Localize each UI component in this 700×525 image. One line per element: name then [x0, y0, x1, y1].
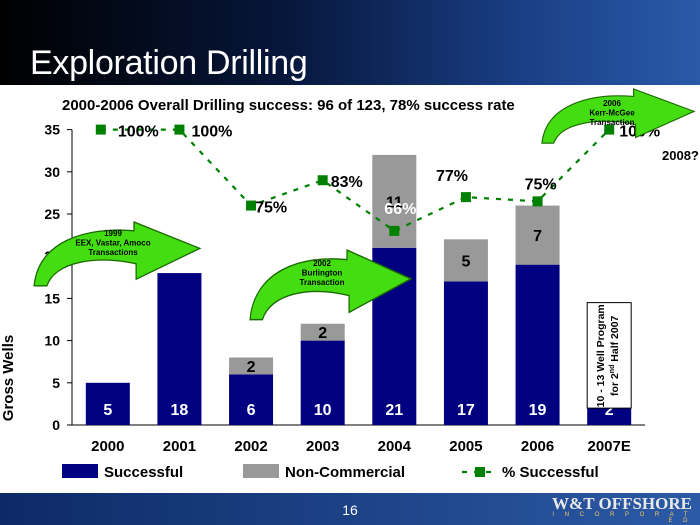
legend-marker-pct — [475, 467, 485, 477]
bar-label-successful: 2 — [605, 402, 614, 419]
y-tick-label: 25 — [44, 206, 60, 222]
x-tick-label: 2000 — [91, 438, 124, 455]
title-bar: Exploration Drilling — [0, 0, 700, 85]
pct-marker — [317, 175, 328, 186]
bar-label-successful: 6 — [247, 402, 256, 419]
y-tick-label: 35 — [44, 122, 60, 138]
bar-label-non-commercial: 7 — [533, 228, 542, 245]
y-tick-label: 15 — [44, 290, 60, 306]
bar-label-successful: 21 — [385, 402, 403, 419]
slide-title: Exploration Drilling — [30, 44, 308, 82]
annotation-1999: EEX, Vastar, Amoco — [75, 239, 150, 248]
pct-label: 83% — [331, 174, 363, 191]
x-tick-label: 2002 — [234, 438, 267, 455]
y-tick-label: 5 — [52, 375, 60, 391]
bar-label-non-commercial: 5 — [461, 253, 470, 270]
bar-non-commercial — [300, 323, 345, 341]
pct-marker — [246, 200, 257, 211]
bar-successful — [443, 281, 488, 425]
legend-swatch-non-commercial — [243, 464, 279, 478]
program-box — [586, 302, 632, 409]
bar-non-commercial — [229, 357, 274, 375]
y-tick-label: 10 — [44, 333, 60, 349]
program-note-line2: for 2nd Half 2007 — [609, 315, 621, 396]
pct-marker — [389, 225, 400, 236]
pct-marker — [532, 196, 543, 207]
bar-successful — [515, 264, 560, 425]
annotation-2006: Kerr-McGee — [589, 109, 635, 118]
x-tick-label: 2001 — [163, 438, 196, 455]
annotation-2006: 2006 — [603, 99, 621, 108]
pct-label: 66% — [384, 201, 416, 218]
bar-non-commercial — [443, 239, 488, 282]
extra-label-2008: 2008? — [662, 148, 699, 163]
bar-successful — [587, 408, 632, 425]
annotation-2002: Transaction — [300, 278, 345, 287]
bar-successful — [229, 374, 274, 425]
pct-label: 75% — [255, 200, 287, 217]
x-tick-label: 2004 — [378, 438, 412, 455]
annotation-2002: 2002 — [313, 259, 331, 268]
slide-subtitle: 2000-2006 Overall Drilling success: 96 o… — [62, 97, 515, 114]
page-number: 16 — [342, 502, 358, 518]
company-logo: W&T OFFSHORE I N C O R P O R A T E D — [542, 493, 692, 524]
y-axis-title: Gross Wells — [0, 335, 17, 421]
bar-label-successful: 10 — [314, 402, 332, 419]
x-tick-label: 2007E — [588, 438, 631, 455]
bar-successful — [85, 382, 130, 425]
bar-label-non-commercial: 2 — [247, 359, 256, 376]
arrow-1999 — [33, 221, 202, 287]
legend-swatch-successful — [62, 464, 98, 478]
arrow-2002 — [249, 248, 413, 321]
pct-label: 77% — [436, 168, 468, 185]
logo-text: W&T OFFSHORE — [552, 494, 692, 513]
annotation-2002: Burlington — [302, 269, 343, 278]
legend-label-successful: Successful — [104, 464, 183, 481]
pct-successful-line — [100, 128, 610, 233]
drilling-chart: 05101520253035Gross Wells520001820016220… — [0, 88, 699, 481]
pct-label: 75% — [525, 177, 557, 194]
legend-label-pct: % Successful — [502, 464, 599, 481]
bar-label-non-commercial: 2 — [318, 325, 327, 342]
program-note-line1: 10 - 13 Well Program — [595, 304, 607, 407]
pct-marker — [174, 124, 185, 135]
logo-subtext: I N C O R P O R A T E D — [552, 512, 692, 524]
pct-label: 100% — [191, 124, 232, 141]
bar-successful — [157, 273, 202, 425]
bar-label-successful: 17 — [457, 402, 475, 419]
annotation-1999: 1999 — [104, 229, 122, 238]
pct-marker — [95, 124, 106, 135]
x-tick-label: 2003 — [306, 438, 339, 455]
arrow-2006 — [541, 88, 696, 144]
bar-successful — [300, 340, 345, 425]
x-tick-label: 2005 — [449, 438, 482, 455]
pct-marker — [604, 124, 615, 135]
y-tick-label: 30 — [44, 164, 60, 180]
pct-label: 100% — [118, 124, 159, 141]
legend-label-non-commercial: Non-Commercial — [285, 464, 405, 481]
footer-bar: 16 W&T OFFSHORE I N C O R P O R A T E D — [0, 493, 700, 525]
annotation-2006: Transaction — [590, 118, 635, 127]
bar-non-commercial — [515, 205, 560, 265]
x-tick-label: 2006 — [521, 438, 554, 455]
bar-label-successful: 5 — [103, 402, 112, 419]
bar-label-non-commercial: 11 — [386, 194, 403, 211]
y-tick-label: 0 — [52, 417, 60, 433]
annotation-1999: Transactions — [88, 248, 138, 257]
bar-label-successful: 19 — [529, 402, 547, 419]
pct-marker — [460, 192, 471, 203]
bar-label-successful: 18 — [171, 402, 189, 419]
